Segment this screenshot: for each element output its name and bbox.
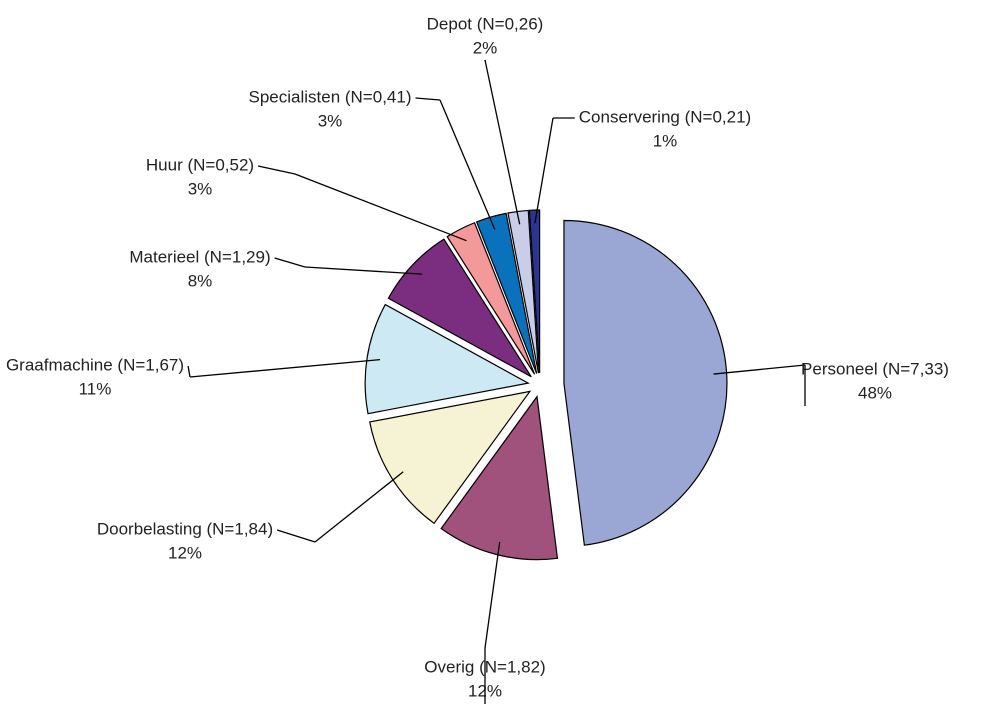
slice-value-label: 48% — [858, 383, 892, 402]
slice-value-label: 11% — [79, 379, 112, 398]
slice-value-label: 1% — [653, 131, 678, 150]
slice-value-label: 3% — [318, 111, 343, 130]
pie-slice — [475, 212, 538, 374]
slice-label: Specialisten (N=0,41) — [248, 87, 411, 106]
slice-label: Doorbelasting (N=1,84) — [97, 519, 273, 538]
pie-slice — [369, 390, 532, 525]
pie-slice — [446, 221, 536, 375]
pie-slice — [507, 209, 540, 374]
pie-slice — [440, 395, 559, 561]
pie-slice — [364, 303, 530, 415]
leader-stub — [257, 165, 296, 175]
pie-slice — [387, 238, 532, 378]
leader-line — [484, 541, 501, 649]
pie-slice — [528, 209, 541, 374]
slice-label: Huur (N=0,52) — [146, 155, 254, 174]
leader-line — [534, 117, 554, 224]
slice-value-label: 12% — [168, 543, 202, 562]
slice-label: Materieel (N=1,29) — [129, 247, 270, 266]
leader-line — [304, 266, 422, 275]
leader-line — [713, 364, 806, 375]
leader-stub — [187, 365, 191, 378]
slice-value-label: 8% — [188, 271, 213, 290]
slice-label: Graafmachine (N=1,67) — [6, 355, 184, 374]
leader-stub — [276, 529, 316, 543]
leader-stub — [415, 97, 441, 101]
leader-stub — [274, 257, 306, 268]
slice-label: Personeel (N=7,33) — [801, 359, 949, 378]
leader-line — [439, 99, 496, 230]
slice-value-label: 3% — [188, 179, 213, 198]
leader-line — [484, 59, 521, 225]
slice-label: Conservering (N=0,21) — [579, 107, 751, 126]
leader-line — [294, 173, 467, 242]
pie-slice — [563, 219, 728, 546]
slice-label: Depot (N=0,26) — [427, 14, 544, 33]
leader-line — [189, 359, 381, 378]
slice-value-label: 2% — [473, 38, 498, 57]
leader-line — [314, 471, 404, 543]
